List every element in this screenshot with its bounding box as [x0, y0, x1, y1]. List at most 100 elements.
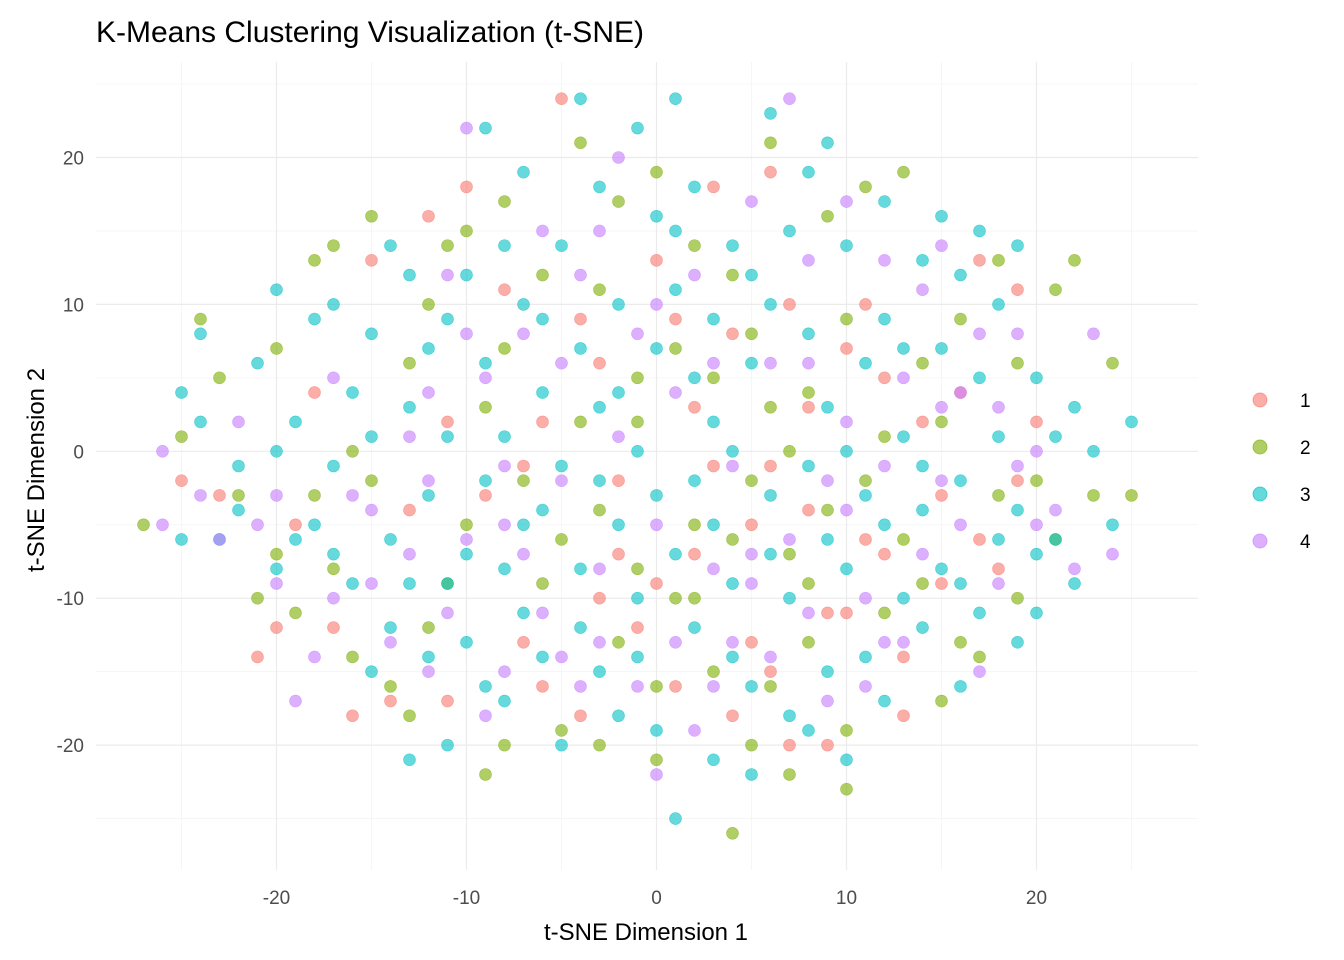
data-point-cluster-4: [270, 577, 283, 590]
data-point-cluster-3: [365, 430, 378, 443]
data-point-cluster-2: [688, 591, 701, 605]
data-point-cluster-1: [517, 459, 530, 473]
data-point-cluster-4: [270, 489, 283, 502]
data-point-cluster-3: [878, 518, 891, 532]
data-point-cluster-3: [308, 518, 321, 532]
data-point-cluster-4: [840, 503, 853, 517]
data-point-cluster-3: [897, 342, 910, 355]
data-point-cluster-2: [270, 342, 283, 355]
data-point-cluster-4: [707, 356, 720, 370]
data-point-cluster-3: [764, 298, 777, 311]
data-point-cluster-2: [593, 503, 606, 517]
data-point-cluster-1: [536, 415, 549, 429]
data-point-cluster-1: [460, 180, 473, 194]
legend-key-1: [1252, 392, 1268, 408]
data-point-cluster-3: [669, 92, 682, 106]
data-point-cluster-1: [802, 503, 815, 517]
data-point-cluster-4: [574, 680, 587, 693]
data-point-cluster-1: [384, 694, 397, 708]
data-point-cluster-2: [612, 635, 625, 649]
data-point-cluster-3: [422, 342, 435, 355]
data-point-cluster-3: [840, 239, 853, 252]
data-point-cluster-1: [593, 591, 606, 605]
data-point-cluster-2: [707, 371, 720, 385]
data-point-cluster-3: [745, 356, 758, 370]
data-point-cluster-3: [384, 239, 397, 252]
data-point-cluster-1: [764, 165, 777, 179]
data-point-cluster-4: [536, 224, 549, 238]
data-point-cluster-3: [688, 371, 701, 385]
data-point-cluster-3: [441, 430, 454, 443]
data-point-cluster-4: [954, 386, 967, 399]
data-point-cluster-4: [878, 254, 891, 267]
data-point-cluster-4: [1011, 459, 1024, 473]
data-point-cluster-1: [574, 709, 587, 723]
data-point-cluster-2: [1087, 489, 1100, 502]
data-point-cluster-3: [707, 753, 720, 767]
data-point-cluster-2: [593, 283, 606, 297]
data-point-cluster-3: [802, 459, 815, 473]
data-point-cluster-1: [289, 518, 302, 532]
data-point-cluster-3: [688, 621, 701, 634]
data-point-cluster-3: [783, 591, 796, 605]
data-point-cluster-3: [1030, 606, 1043, 620]
legend: 1 2 3 4: [1252, 391, 1311, 553]
data-point-cluster-4: [1011, 327, 1024, 341]
data-point-cluster-4: [213, 533, 226, 546]
data-point-cluster-1: [574, 312, 587, 326]
data-point-cluster-3: [232, 459, 245, 473]
data-point-cluster-1: [764, 665, 777, 678]
data-point-cluster-2: [897, 533, 910, 546]
data-point-cluster-4: [517, 327, 530, 341]
data-point-cluster-4: [631, 327, 644, 341]
data-point-cluster-3: [954, 680, 967, 693]
data-point-cluster-3: [270, 445, 283, 458]
data-point-cluster-1: [726, 327, 739, 341]
data-point-cluster-3: [1087, 445, 1100, 458]
data-point-cluster-2: [213, 371, 226, 385]
data-point-cluster-3: [612, 518, 625, 532]
data-point-cluster-2: [935, 415, 948, 429]
data-point-cluster-3: [973, 224, 986, 238]
data-point-cluster-2: [650, 753, 663, 767]
data-point-cluster-3: [783, 224, 796, 238]
data-point-cluster-2: [669, 591, 682, 605]
data-point-cluster-4: [422, 665, 435, 678]
data-point-cluster-3: [954, 474, 967, 487]
data-point-cluster-3: [821, 665, 834, 678]
data-point-cluster-4: [840, 195, 853, 208]
data-point-cluster-1: [973, 254, 986, 267]
data-point-cluster-3: [707, 518, 720, 532]
data-point-cluster-3: [1011, 635, 1024, 649]
data-point-cluster-3: [555, 239, 568, 252]
data-point-cluster-1: [441, 415, 454, 429]
data-point-cluster-4: [593, 635, 606, 649]
data-point-cluster-2: [1011, 591, 1024, 605]
data-point-cluster-3: [764, 489, 777, 502]
data-point-cluster-2: [859, 474, 872, 487]
data-point-cluster-3: [859, 650, 872, 664]
data-point-cluster-1: [308, 386, 321, 399]
data-point-cluster-2: [650, 680, 663, 693]
data-point-cluster-2: [764, 400, 777, 414]
data-point-cluster-1: [878, 547, 891, 561]
data-point-cluster-3: [365, 327, 378, 341]
data-point-cluster-3: [574, 92, 587, 106]
data-point-cluster-2: [194, 312, 207, 326]
data-point-cluster-2: [897, 165, 910, 179]
x-tick-label: -10: [453, 888, 480, 909]
data-point-cluster-3: [840, 445, 853, 458]
data-point-cluster-3: [650, 342, 663, 355]
data-point-cluster-4: [384, 635, 397, 649]
data-point-cluster-4: [859, 680, 872, 693]
data-point-cluster-4: [764, 356, 777, 370]
data-point-cluster-4: [327, 591, 340, 605]
data-point-cluster-4: [650, 298, 663, 311]
data-point-cluster-3: [612, 298, 625, 311]
data-point-cluster-4: [536, 606, 549, 620]
y-axis-title: t-SNE Dimension 2: [23, 368, 50, 572]
data-point-cluster-2: [1106, 356, 1119, 370]
data-point-cluster-2: [669, 342, 682, 355]
data-point-cluster-2: [460, 518, 473, 532]
data-point-cluster-3: [479, 356, 492, 370]
